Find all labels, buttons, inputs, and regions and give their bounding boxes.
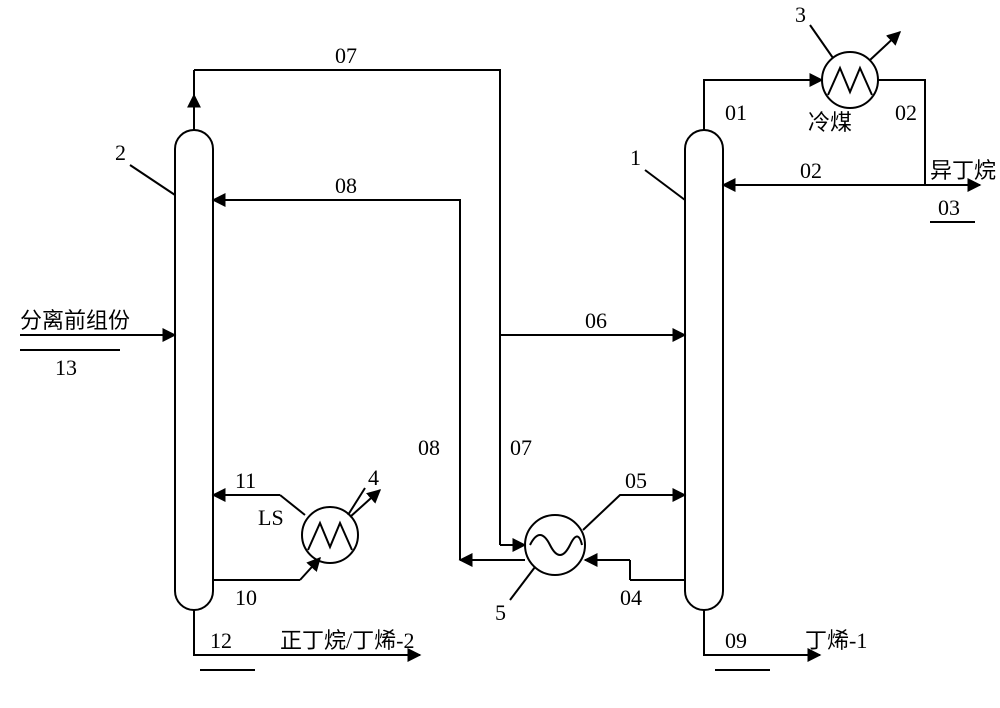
- s06-label: 06: [585, 308, 607, 333]
- s02b-label: 02: [800, 158, 822, 183]
- column-2-label: 2: [115, 140, 126, 165]
- s09-text: 丁烯-1: [805, 628, 867, 653]
- condenser-3: [822, 32, 900, 108]
- reboiler-4-label: 4: [368, 465, 379, 490]
- s01-label: 01: [725, 100, 747, 125]
- process-flow-diagram: 2 1 3 冷煤 4 LS 5 分离前组份 13: [0, 0, 1000, 708]
- s07b-label: 07: [510, 435, 532, 460]
- stream-04: [585, 560, 685, 580]
- s10-label: 10: [235, 585, 257, 610]
- stream-09: [704, 610, 820, 670]
- stream-01: [704, 80, 822, 130]
- reboiler-4: [302, 490, 380, 563]
- s08b-label: 08: [418, 435, 440, 460]
- reboiler-5: [525, 515, 585, 575]
- s08a-label: 08: [335, 173, 357, 198]
- s09-label: 09: [725, 628, 747, 653]
- column-1: [685, 130, 723, 610]
- s12-label: 12: [210, 628, 232, 653]
- feed-num: 13: [55, 355, 77, 380]
- column-2: [175, 130, 213, 610]
- prod-right-text: 异丁烷: [930, 158, 996, 183]
- s02a-label: 02: [895, 100, 917, 125]
- condenser-side-label: 冷煤: [808, 110, 852, 135]
- prod-right-num: 03: [938, 195, 960, 220]
- column-1-label: 1: [630, 145, 641, 170]
- s11-label: 11: [235, 468, 256, 493]
- reboiler-5-label: 5: [495, 600, 506, 625]
- s04-label: 04: [620, 585, 642, 610]
- s07a-label: 07: [335, 43, 357, 68]
- stream-10: [213, 558, 320, 580]
- s12-text: 正丁烷/丁烯-2: [280, 628, 414, 653]
- reboiler-4-side-label: LS: [258, 505, 284, 530]
- condenser-label: 3: [795, 2, 806, 27]
- stream-13-feed: [20, 335, 175, 350]
- s05-label: 05: [625, 468, 647, 493]
- feed-text: 分离前组份: [20, 308, 130, 333]
- stream-05: [575, 490, 685, 530]
